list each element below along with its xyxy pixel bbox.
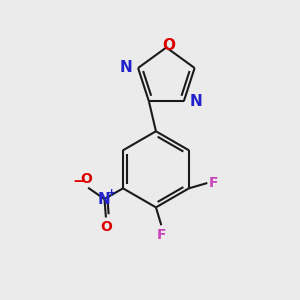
Text: F: F xyxy=(157,228,166,242)
Text: O: O xyxy=(162,38,175,52)
Text: N: N xyxy=(189,94,202,109)
Text: O: O xyxy=(81,172,93,186)
Text: −: − xyxy=(72,174,85,189)
Text: F: F xyxy=(209,176,218,190)
Text: N: N xyxy=(120,61,133,76)
Text: O: O xyxy=(100,220,112,234)
Text: N: N xyxy=(98,191,111,206)
Text: +: + xyxy=(106,188,116,197)
